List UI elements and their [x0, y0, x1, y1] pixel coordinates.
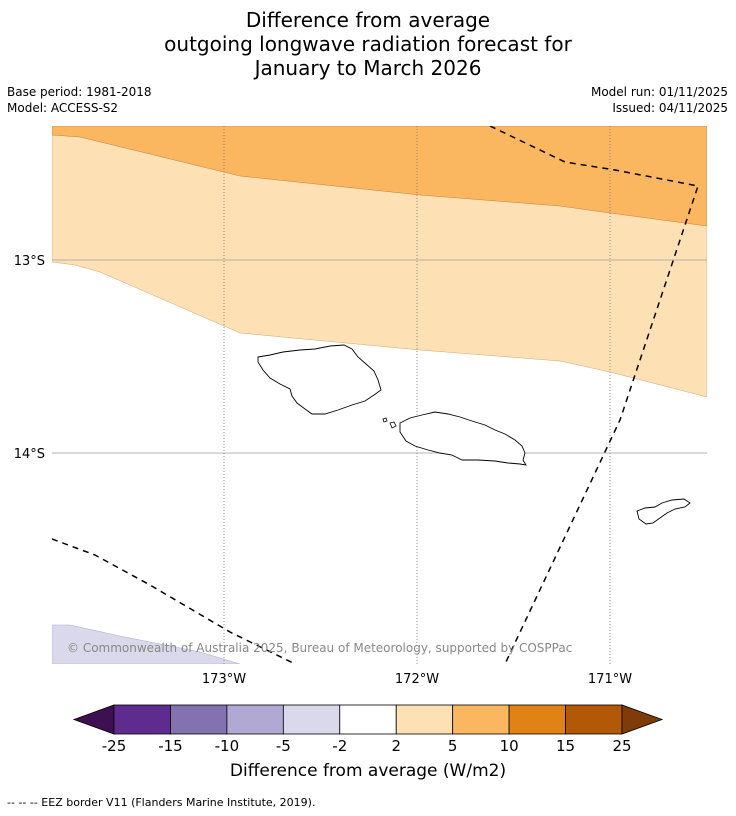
meta-right: Model run: 01/11/2025 Issued: 04/11/2025 — [591, 84, 728, 116]
colorbar-bin — [170, 704, 228, 735]
colorbar-title: Difference from average (W/m2) — [229, 761, 507, 781]
colorbar-tick-label: 25 — [612, 737, 631, 755]
colorbar-bin — [226, 704, 284, 735]
colorbar-bin — [508, 704, 566, 735]
colorbar-bin — [113, 704, 171, 735]
chart-title: Difference from average outgoing longwav… — [0, 8, 736, 80]
colorbar-bin — [339, 704, 397, 735]
colorbar-bin — [565, 704, 623, 735]
colorbar-tick-label: 2 — [391, 737, 401, 755]
map-area — [52, 126, 707, 664]
colorbar-extend-high — [621, 704, 664, 735]
colorbar-bin — [282, 704, 341, 735]
lon-label-173w: 173°W — [202, 672, 246, 687]
colorbar-tick-label: -25 — [102, 737, 127, 755]
title-line-3: January to March 2026 — [254, 56, 482, 80]
colorbar-tick-label: 5 — [448, 737, 458, 755]
issued-date: Issued: 04/11/2025 — [612, 101, 728, 115]
lon-label-172w: 172°W — [395, 672, 439, 687]
colorbar-bin — [395, 704, 454, 735]
base-period: Base period: 1981-2018 — [7, 85, 152, 99]
island-upolu — [399, 411, 527, 466]
island-apolima — [382, 417, 388, 423]
colorbar-bin — [452, 704, 510, 735]
colorbar-tick-label: -15 — [158, 737, 183, 755]
colorbar: -25 -15 -10 -5 -2 2 5 10 15 25 — [72, 704, 664, 755]
model-name: Model: ACCESS-S2 — [7, 101, 119, 115]
island-savaii — [257, 344, 382, 415]
colorbar-tick-label: -2 — [332, 737, 347, 755]
island-manono — [389, 421, 397, 429]
colorbar-extend-low — [72, 704, 115, 735]
anomaly-region-minus5-to-minus2 — [52, 624, 241, 664]
colorbar-tick-label: -10 — [215, 737, 240, 755]
copyright-text: © Commonwealth of Australia 2025, Bureau… — [67, 641, 573, 655]
colorbar-tick-label: -5 — [276, 737, 291, 755]
lon-label-171w: 171°W — [588, 672, 632, 687]
colorbar-tick-label: 15 — [556, 737, 575, 755]
colorbar-tick-label: 10 — [500, 737, 519, 755]
lat-label-13s: 13°S — [14, 254, 45, 269]
eez-border-southwest — [52, 538, 296, 664]
lat-label-14s: 14°S — [14, 447, 45, 462]
eez-border-northeast — [489, 126, 699, 664]
model-run: Model run: 01/11/2025 — [590, 85, 728, 99]
island-tutuila — [636, 498, 691, 525]
meta-left: Base period: 1981-2018 Model: ACCESS-S2 — [7, 84, 152, 116]
title-line-2: outgoing longwave radiation forecast for — [164, 32, 572, 56]
eez-footnote: -- -- -- EEZ border V11 (Flanders Marine… — [7, 796, 316, 809]
title-line-1: Difference from average — [245, 8, 491, 32]
